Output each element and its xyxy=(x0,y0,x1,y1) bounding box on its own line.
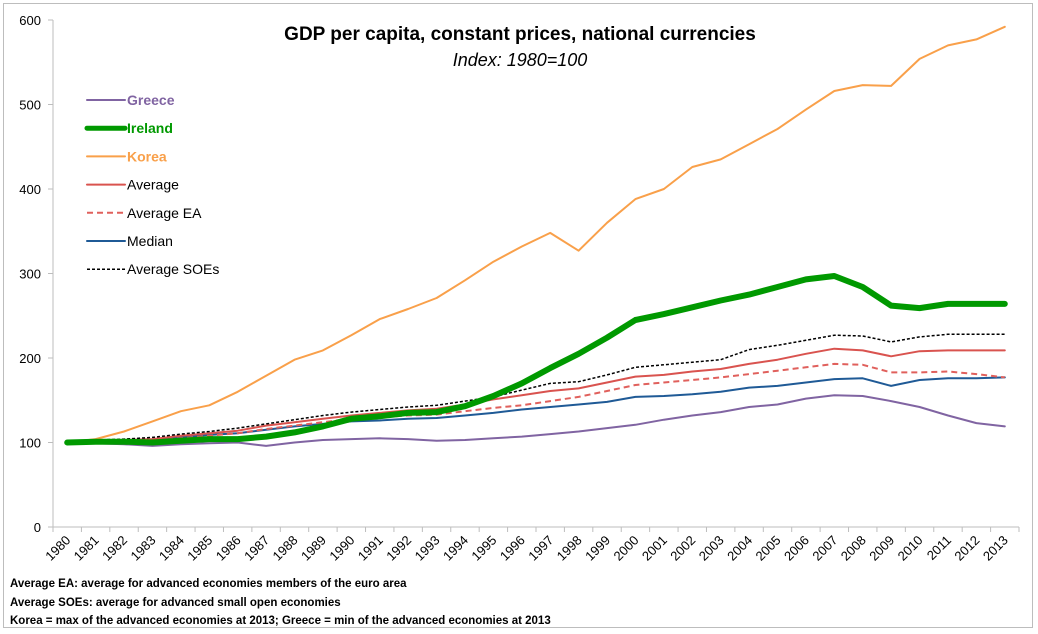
series-lines xyxy=(64,25,1008,447)
footnote-korea-greece: Korea = max of the advanced economies at… xyxy=(10,615,551,627)
x-tick-label: 1998 xyxy=(554,533,585,564)
y-tick-label: 0 xyxy=(34,520,41,535)
legend-label-greece: Greece xyxy=(127,92,175,108)
chart-subtitle: Index: 1980=100 xyxy=(453,50,588,70)
y-tick-label: 200 xyxy=(19,351,41,366)
x-tick-label: 2005 xyxy=(753,533,784,564)
x-tick-label: 1992 xyxy=(383,533,414,564)
x-tick-label: 1988 xyxy=(270,533,301,564)
x-tick-label: 2006 xyxy=(781,533,812,564)
legend-label-korea: Korea xyxy=(127,148,167,164)
legend-label-ireland: Ireland xyxy=(127,120,173,136)
legend-label-average: Average xyxy=(127,177,179,193)
x-tick-label: 2012 xyxy=(951,533,982,564)
x-tick-label: 1991 xyxy=(355,533,386,564)
y-tick-label: 600 xyxy=(19,13,41,28)
series-line-average-ea xyxy=(67,362,1005,444)
x-tick-label: 1981 xyxy=(71,533,102,564)
y-tick-labels: 0 100 200 300 400 500 600 xyxy=(19,13,41,535)
x-tick-label: 2010 xyxy=(895,533,926,564)
x-tick-label: 1986 xyxy=(213,533,244,564)
x-tick-label: 2002 xyxy=(667,533,698,564)
chart-frame xyxy=(3,3,1033,628)
x-tick-label: 1993 xyxy=(412,533,443,564)
x-tick-label: 1990 xyxy=(326,533,357,564)
x-tick-label: 1996 xyxy=(497,533,528,564)
x-tick-labels: 1980198119821983198419851986198719881989… xyxy=(42,533,1011,564)
series-line-ireland xyxy=(64,273,1008,446)
x-tick-label: 1999 xyxy=(582,533,613,564)
x-tick-label: 2003 xyxy=(696,533,727,564)
x-tick-label: 2011 xyxy=(924,533,954,563)
x-tick-label: 1982 xyxy=(99,533,130,564)
legend-label-median: Median xyxy=(127,233,173,249)
chart-title: GDP per capita, constant prices, nationa… xyxy=(284,24,756,45)
series-line-average-soes xyxy=(67,333,1005,444)
series-line-median xyxy=(66,376,1006,444)
x-tick-label: 2004 xyxy=(724,533,755,564)
x-tick-label: 1980 xyxy=(42,533,73,564)
x-tick-label: 1987 xyxy=(241,533,272,564)
x-tick-label: 1985 xyxy=(184,533,215,564)
axes xyxy=(48,19,1020,532)
x-tick-label: 1983 xyxy=(128,533,159,564)
series-line-average xyxy=(66,347,1006,444)
footnote-average-soes: Average SOEs: average for advanced small… xyxy=(10,597,341,609)
footnote-average-ea: Average EA: average for advanced economi… xyxy=(10,578,407,590)
y-tick-label: 100 xyxy=(19,436,41,451)
series-line-korea xyxy=(66,25,1006,444)
x-tick-label: 2007 xyxy=(809,533,840,564)
x-tick-label: 1989 xyxy=(298,533,329,564)
legend-label-average-soes: Average SOEs xyxy=(127,261,219,277)
x-tick-label: 2001 xyxy=(639,533,670,564)
series-line-greece xyxy=(66,394,1006,447)
x-tick-label: 2000 xyxy=(611,533,642,564)
x-tick-label: 1997 xyxy=(525,533,556,564)
x-tick-label: 2008 xyxy=(838,533,869,564)
y-tick-label: 300 xyxy=(19,267,41,282)
legend: Greece Ireland Korea Average Average EA Media… xyxy=(84,92,219,277)
x-tick-label: 2009 xyxy=(866,533,897,564)
legend-label-average-ea: Average EA xyxy=(127,205,202,221)
y-tick-label: 500 xyxy=(19,98,41,113)
x-tick-label: 1994 xyxy=(440,533,471,564)
x-tick-label: 2013 xyxy=(980,533,1011,564)
x-tick-label: 1995 xyxy=(468,533,499,564)
x-tick-label: 1984 xyxy=(156,533,187,564)
y-tick-label: 400 xyxy=(19,182,41,197)
